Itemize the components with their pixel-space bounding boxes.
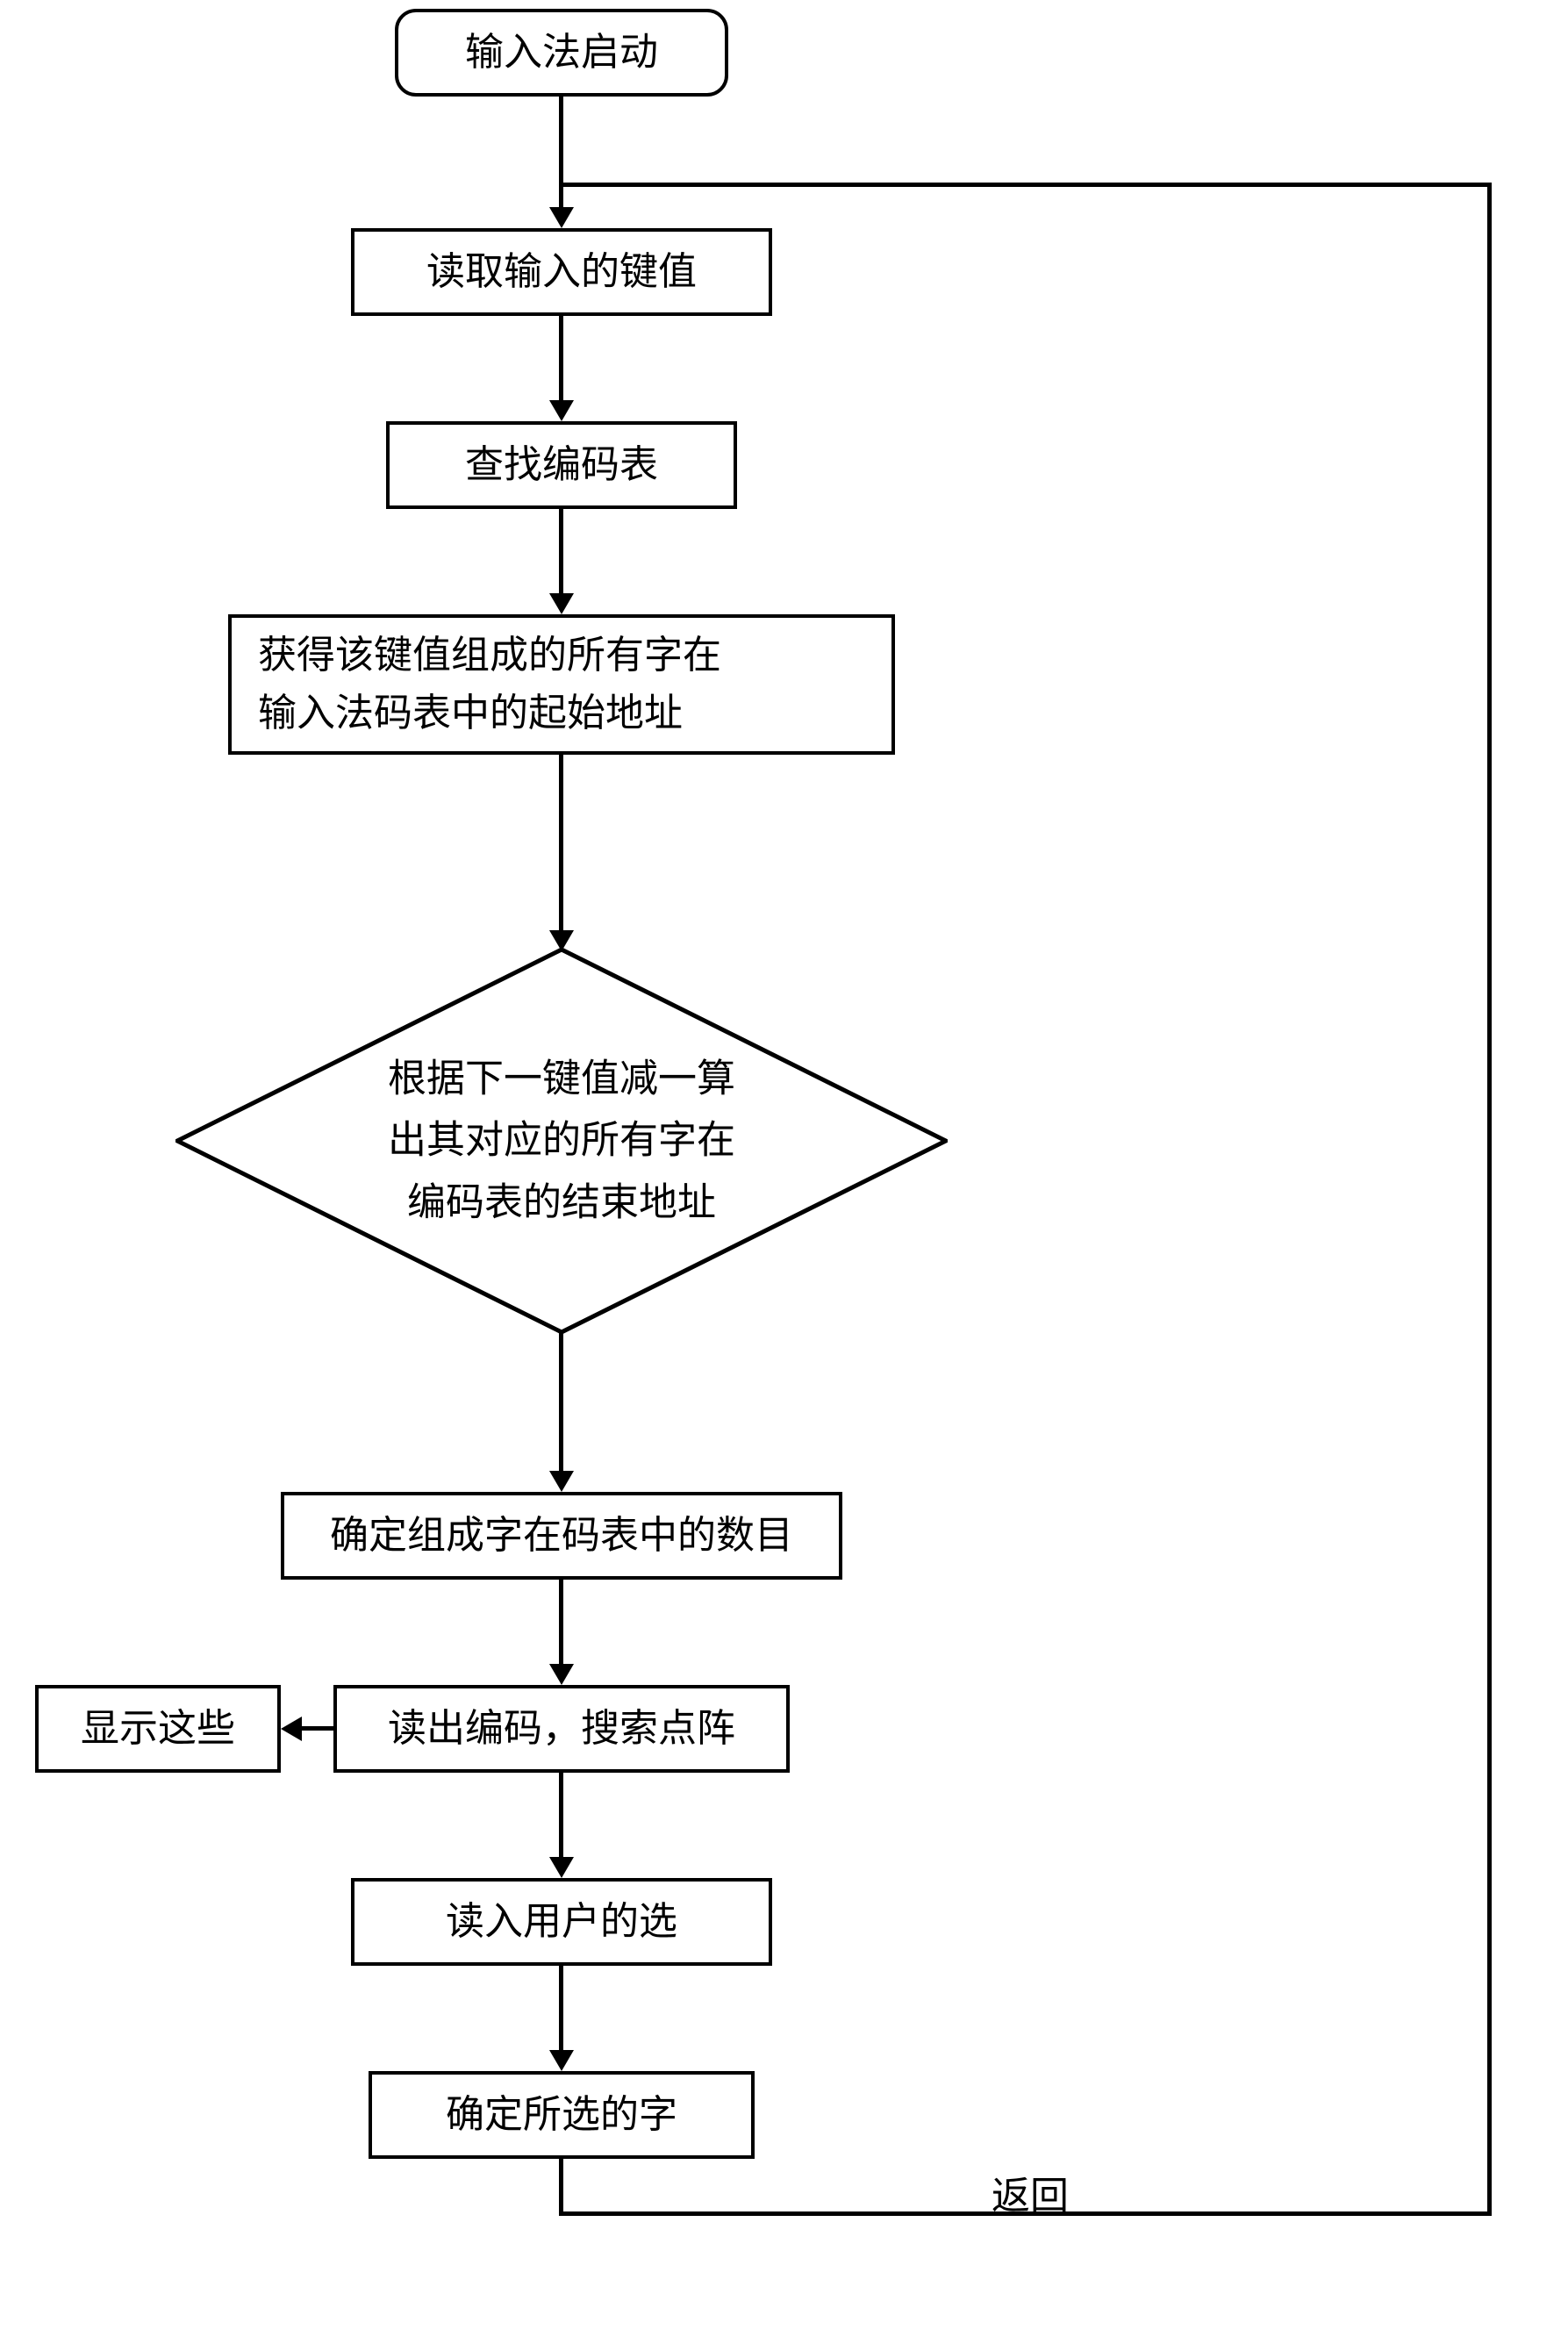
- edge-5-6: [559, 1332, 563, 1473]
- node-read-code-text: 读出编码，搜索点阵: [388, 1700, 735, 1758]
- node-display-text: 显示这些: [81, 1700, 235, 1758]
- loop-label: 返回: [992, 2164, 1069, 2220]
- edge-3-4-head: [549, 593, 574, 614]
- edge-2-3: [559, 316, 563, 402]
- edge-9-10: [559, 1966, 563, 2052]
- node-start: 输入法启动: [395, 9, 728, 97]
- node-lookup-table-text: 查找编码表: [465, 436, 658, 494]
- edge-7-9-head: [549, 1857, 574, 1878]
- node-confirm: 确定所选的字: [369, 2071, 755, 2159]
- edge-7-8-head: [281, 1717, 302, 1741]
- edge-1-2: [559, 97, 563, 209]
- edge-6-7-head: [549, 1664, 574, 1685]
- node-display: 显示这些: [35, 1685, 281, 1773]
- edge-5-6-head: [549, 1471, 574, 1492]
- node-get-start-addr: 获得该键值组成的所有字在 输入法码表中的起始地址: [228, 614, 895, 755]
- node-read-key-text: 读取输入的键值: [426, 243, 697, 301]
- node-decision: 根据下一键值减一算 出其对应的所有字在 编码表的结束地址: [175, 948, 948, 1334]
- edge-7-8: [302, 1726, 337, 1731]
- edge-1-2-head: [549, 207, 574, 228]
- node-count-text: 确定组成字在码表中的数目: [330, 1507, 793, 1565]
- node-decision-text: 根据下一键值减一算 出其对应的所有字在 编码表的结束地址: [351, 1048, 772, 1233]
- edge-9-10-head: [549, 2050, 574, 2071]
- node-read-selection: 读入用户的选: [351, 1878, 772, 1966]
- node-get-start-addr-text: 获得该键值组成的所有字在 输入法码表中的起始地址: [258, 627, 721, 742]
- node-confirm-text: 确定所选的字: [446, 2086, 677, 2144]
- loop-right-vertical: [1487, 183, 1492, 2216]
- node-read-selection-text: 读入用户的选: [446, 1893, 677, 1951]
- edge-4-5: [559, 755, 563, 946]
- node-lookup-table: 查找编码表: [386, 421, 737, 509]
- node-read-key: 读取输入的键值: [351, 228, 772, 316]
- edge-7-9: [559, 1773, 563, 1859]
- node-read-code: 读出编码，搜索点阵: [333, 1685, 790, 1773]
- edge-3-4: [559, 509, 563, 595]
- edge-6-7: [559, 1580, 563, 1666]
- node-start-text: 输入法启动: [465, 24, 658, 82]
- node-count: 确定组成字在码表中的数目: [281, 1492, 842, 1580]
- loop-down: [559, 2159, 563, 2211]
- edge-2-3-head: [549, 400, 574, 421]
- loop-join-horizontal: [562, 183, 1492, 187]
